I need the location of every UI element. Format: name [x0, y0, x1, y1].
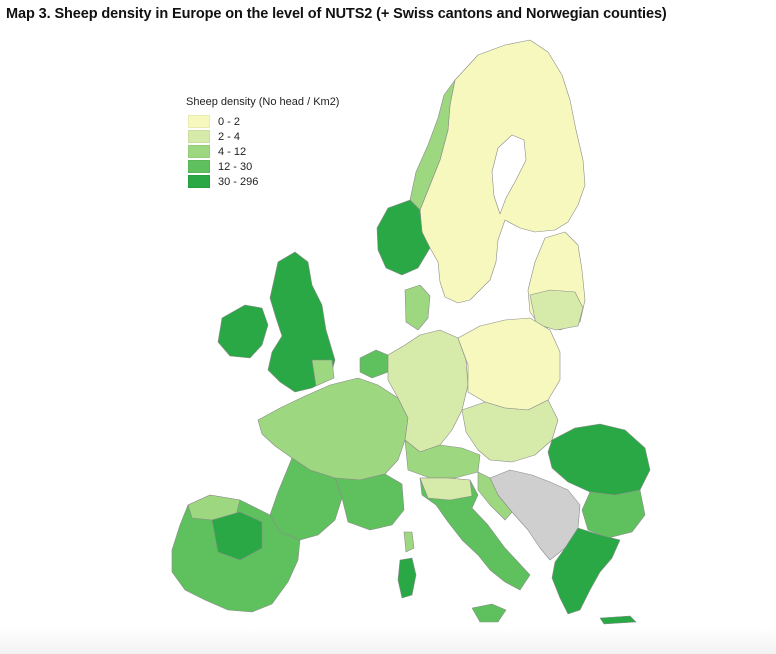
gulf-of-bothnia	[491, 134, 527, 215]
region-denmark	[404, 284, 431, 331]
legend-label: 4 - 12	[218, 145, 247, 158]
region-netherlands	[359, 349, 389, 379]
region-ireland	[217, 304, 269, 359]
region-italy-north	[419, 477, 473, 501]
legend-label: 2 - 4	[218, 130, 241, 143]
region-france-south-east	[334, 473, 405, 531]
region-croatia	[477, 471, 513, 521]
bottom-fade	[0, 628, 776, 654]
legend-item: 12 - 30	[186, 159, 339, 174]
legend-item: 0 - 2	[186, 114, 339, 129]
legend-title: Sheep density (No head / Km2)	[186, 96, 340, 108]
region-germany	[387, 329, 469, 453]
legend-swatch	[188, 115, 210, 128]
region-sardinia	[397, 557, 417, 599]
region-bulgaria	[581, 489, 646, 539]
legend-swatch	[188, 160, 210, 173]
region-greece	[551, 527, 621, 615]
legend-item: 4 - 12	[186, 144, 339, 159]
legend-item: 2 - 4	[186, 129, 339, 144]
region-united-kingdom	[267, 251, 336, 393]
region-poland	[457, 317, 561, 411]
region-england-east	[311, 359, 335, 387]
legend-label: 30 - 296	[218, 175, 259, 188]
legend-swatch	[188, 130, 210, 143]
legend-item: 30 - 296	[186, 174, 339, 189]
legend-swatch	[188, 145, 210, 158]
region-romania	[547, 423, 651, 496]
legend-label: 0 - 2	[218, 115, 241, 128]
region-corsica	[403, 531, 415, 553]
map-title: Map 3. Sheep density in Europe on the le…	[6, 6, 667, 22]
legend-items: 0 - 2 2 - 4 4 - 12 12 - 30 30 - 296	[186, 114, 339, 189]
region-alps	[404, 439, 481, 479]
region-norway-west	[376, 199, 431, 276]
legend-label: 12 - 30	[218, 160, 253, 173]
legend: Sheep density (No head / Km2) 0 - 2 2 - 4…	[186, 96, 339, 189]
legend-swatch	[188, 175, 210, 188]
region-sicily	[471, 603, 507, 623]
region-france-south-west	[269, 457, 343, 541]
region-italy	[419, 477, 531, 591]
region-crete	[599, 615, 637, 625]
region-france-north	[257, 377, 409, 481]
region-castilla	[211, 511, 263, 561]
region-central	[461, 399, 559, 463]
